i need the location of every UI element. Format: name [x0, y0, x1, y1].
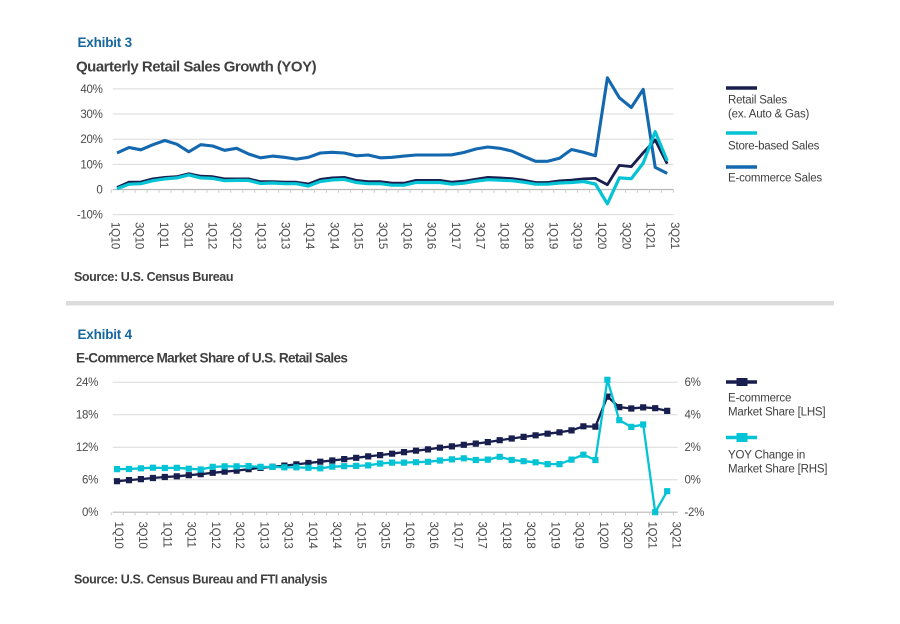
svg-text:1Q15: 1Q15: [352, 222, 364, 249]
svg-text:1Q16: 1Q16: [400, 222, 412, 249]
svg-text:Market Share [RHS]: Market Share [RHS]: [728, 464, 827, 476]
svg-text:3Q11: 3Q11: [181, 222, 193, 248]
svg-text:Retail Sales: Retail Sales: [728, 95, 787, 107]
svg-text:1Q19: 1Q19: [548, 522, 560, 549]
svg-text:3Q15: 3Q15: [376, 222, 388, 249]
svg-text:1Q17: 1Q17: [449, 222, 461, 249]
svg-text:12%: 12%: [76, 442, 98, 454]
svg-text:30%: 30%: [80, 109, 102, 121]
svg-text:1Q14: 1Q14: [306, 522, 318, 550]
svg-text:1Q13: 1Q13: [257, 522, 269, 549]
svg-text:1Q11: 1Q11: [157, 222, 169, 248]
svg-text:3Q20: 3Q20: [621, 522, 633, 549]
svg-text:10%: 10%: [80, 159, 102, 171]
svg-text:(ex. Auto & Gas): (ex. Auto & Gas): [728, 109, 810, 121]
svg-text:1Q10: 1Q10: [108, 222, 120, 249]
svg-text:6%: 6%: [685, 377, 701, 389]
svg-text:E-commerce: E-commerce: [728, 393, 791, 405]
svg-text:E-commerce Sales: E-commerce Sales: [728, 173, 822, 185]
svg-text:40%: 40%: [80, 84, 102, 96]
svg-text:1Q21: 1Q21: [644, 222, 656, 249]
svg-text:1Q20: 1Q20: [595, 222, 607, 249]
svg-text:3Q21: 3Q21: [670, 522, 682, 549]
svg-text:Quarterly Retail Sales Growth: Quarterly Retail Sales Growth (YOY): [76, 59, 317, 76]
svg-text:3Q15: 3Q15: [379, 522, 391, 549]
svg-text:1Q12: 1Q12: [206, 222, 218, 249]
svg-text:0: 0: [96, 185, 102, 197]
svg-text:3Q12: 3Q12: [233, 522, 245, 549]
svg-text:3Q19: 3Q19: [573, 522, 585, 549]
svg-text:3Q18: 3Q18: [524, 522, 536, 549]
svg-text:1Q17: 1Q17: [451, 522, 463, 549]
svg-text:0%: 0%: [685, 475, 701, 487]
svg-text:1Q21: 1Q21: [645, 522, 657, 549]
svg-text:2%: 2%: [685, 442, 701, 454]
svg-text:1Q20: 1Q20: [597, 522, 609, 549]
svg-text:Source: U.S. Census Bureau and: Source: U.S. Census Bureau and FTI analy…: [74, 573, 327, 587]
svg-text:1Q13: 1Q13: [254, 222, 266, 249]
svg-text:Exhibit 4: Exhibit 4: [78, 327, 133, 342]
svg-text:E-Commerce Market Share of U.S: E-Commerce Market Share of U.S. Retail S…: [76, 351, 347, 366]
svg-text:3Q16: 3Q16: [427, 522, 439, 549]
svg-text:0%: 0%: [82, 507, 98, 519]
svg-text:3Q13: 3Q13: [282, 522, 294, 549]
svg-text:1Q12: 1Q12: [209, 522, 221, 549]
svg-text:24%: 24%: [76, 377, 98, 389]
svg-text:3Q16: 3Q16: [425, 222, 437, 249]
svg-text:Source: U.S. Census Bureau: Source: U.S. Census Bureau: [74, 270, 233, 284]
svg-text:1Q10: 1Q10: [112, 522, 124, 549]
svg-text:Store-based Sales: Store-based Sales: [728, 141, 820, 153]
svg-text:1Q11: 1Q11: [160, 522, 172, 548]
svg-text:3Q14: 3Q14: [327, 222, 339, 250]
svg-text:3Q10: 3Q10: [136, 522, 148, 549]
svg-text:3Q10: 3Q10: [133, 222, 145, 249]
svg-text:3Q12: 3Q12: [230, 222, 242, 249]
svg-text:-10%: -10%: [77, 210, 103, 222]
svg-text:1Q18: 1Q18: [498, 222, 510, 249]
svg-text:Exhibit 3: Exhibit 3: [78, 35, 133, 50]
svg-text:3Q17: 3Q17: [476, 522, 488, 549]
svg-text:3Q11: 3Q11: [185, 522, 197, 548]
svg-text:3Q14: 3Q14: [330, 522, 342, 550]
svg-text:YOY Change in: YOY Change in: [728, 450, 805, 462]
svg-text:20%: 20%: [80, 134, 102, 146]
svg-text:1Q14: 1Q14: [303, 222, 315, 250]
svg-text:1Q16: 1Q16: [403, 522, 415, 549]
svg-text:3Q17: 3Q17: [473, 222, 485, 249]
svg-text:3Q20: 3Q20: [619, 222, 631, 249]
svg-text:-2%: -2%: [685, 507, 705, 519]
svg-text:3Q19: 3Q19: [571, 222, 583, 249]
svg-text:1Q18: 1Q18: [500, 522, 512, 549]
svg-text:3Q21: 3Q21: [668, 222, 680, 249]
svg-text:6%: 6%: [82, 475, 98, 487]
svg-text:1Q19: 1Q19: [546, 222, 558, 249]
svg-text:1Q15: 1Q15: [354, 522, 366, 549]
svg-text:Market Share [LHS]: Market Share [LHS]: [728, 407, 825, 419]
svg-text:18%: 18%: [76, 410, 98, 422]
svg-text:3Q18: 3Q18: [522, 222, 534, 249]
svg-text:4%: 4%: [685, 410, 701, 422]
svg-text:3Q13: 3Q13: [279, 222, 291, 249]
